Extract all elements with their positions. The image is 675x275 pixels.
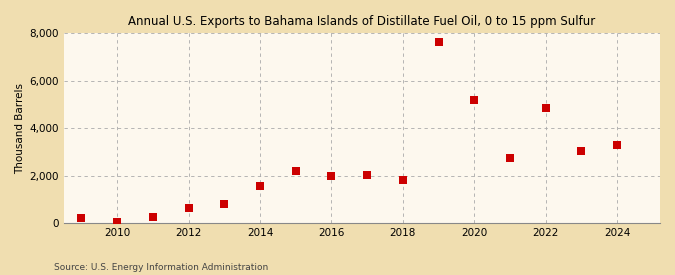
Point — [362, 172, 373, 177]
Point — [576, 148, 587, 153]
Point — [612, 143, 622, 147]
Point — [290, 169, 301, 173]
Point — [398, 178, 408, 183]
Y-axis label: Thousand Barrels: Thousand Barrels — [15, 83, 25, 174]
Point — [111, 220, 122, 224]
Point — [505, 156, 516, 160]
Point — [469, 98, 480, 102]
Point — [76, 216, 87, 221]
Point — [183, 205, 194, 210]
Point — [254, 184, 265, 189]
Point — [219, 202, 230, 206]
Point — [433, 39, 444, 44]
Point — [326, 174, 337, 178]
Text: Source: U.S. Energy Information Administration: Source: U.S. Energy Information Administ… — [54, 263, 268, 272]
Title: Annual U.S. Exports to Bahama Islands of Distillate Fuel Oil, 0 to 15 ppm Sulfur: Annual U.S. Exports to Bahama Islands of… — [128, 15, 595, 28]
Point — [540, 106, 551, 110]
Point — [147, 214, 158, 219]
